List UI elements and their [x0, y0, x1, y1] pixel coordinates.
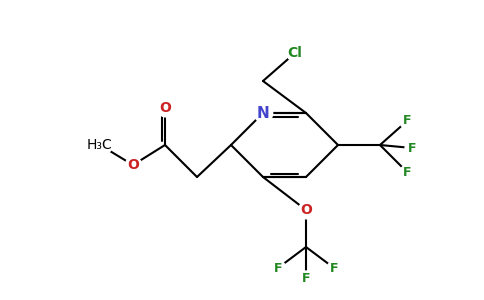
Text: O: O: [300, 203, 312, 217]
Text: F: F: [403, 115, 411, 128]
Text: H₃C: H₃C: [87, 138, 113, 152]
Text: O: O: [159, 101, 171, 115]
Text: F: F: [330, 262, 338, 275]
Text: F: F: [408, 142, 416, 154]
Text: F: F: [274, 262, 282, 275]
Text: N: N: [257, 106, 270, 121]
Text: F: F: [302, 272, 310, 284]
Text: F: F: [403, 166, 411, 178]
Text: O: O: [127, 158, 139, 172]
Text: Cl: Cl: [287, 46, 302, 60]
